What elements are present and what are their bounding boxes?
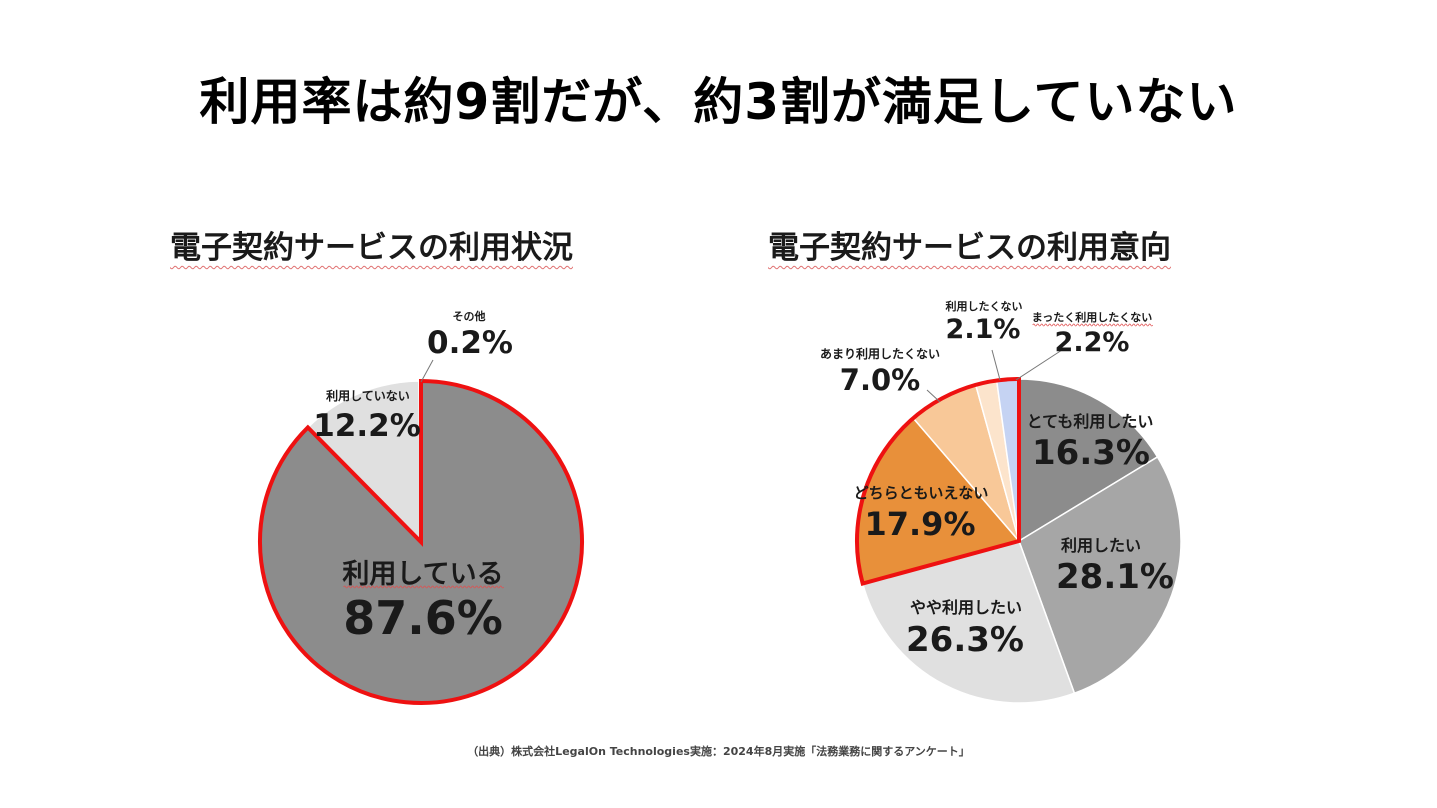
highlight-outline	[257, 378, 584, 705]
slice-label: 利用していない	[326, 388, 410, 403]
leader-line	[991, 349, 1001, 381]
slice-label: 利用している	[342, 559, 503, 590]
slice-label: あまり利用したくない	[820, 346, 940, 361]
pie-slice	[1018, 378, 1159, 543]
leader-line	[420, 359, 434, 383]
spellcheck-squiggle	[343, 585, 504, 589]
slice-label: 利用したくない	[946, 299, 1023, 313]
slice-label: どちらともいえない	[854, 484, 989, 502]
slice-label: その他	[453, 309, 486, 323]
slice-value: 17.9%	[864, 505, 975, 543]
slice-value: 28.1%	[1056, 557, 1174, 597]
slice-label: まったく利用したくない	[1032, 310, 1153, 324]
chart-title-intention: 電子契約サービスの利用意向	[768, 230, 1171, 266]
slice-value: 12.2%	[313, 408, 421, 444]
highlight-outline	[855, 376, 1021, 586]
slice-label: 利用したい	[1061, 536, 1141, 555]
slice-value: 26.3%	[906, 620, 1024, 660]
leader-line	[1015, 349, 1063, 381]
page-title: 利用率は約9割だが、約3割が満足していない	[199, 73, 1238, 131]
source-note: （出典）株式会社LegalOn Technologies実施：2024年8月実施…	[467, 745, 970, 758]
chart-title-usage: 電子契約サービスの利用状況	[170, 230, 573, 266]
slice-value: 7.0%	[840, 363, 920, 397]
slice-value: 87.6%	[343, 591, 503, 645]
slice-value: 16.3%	[1032, 433, 1150, 473]
slice-label: やや利用したい	[910, 598, 1022, 617]
slice-value: 2.1%	[946, 314, 1021, 345]
pie-slice	[861, 540, 1076, 704]
slice-value: 2.2%	[1055, 327, 1130, 358]
slice-label: とても利用したい	[1027, 412, 1154, 431]
pie-slice	[1018, 455, 1182, 695]
slice-value: 0.2%	[427, 325, 513, 361]
leader-line	[926, 389, 941, 403]
pie-slice	[306, 380, 422, 544]
spellcheck-squiggle	[1032, 323, 1154, 327]
